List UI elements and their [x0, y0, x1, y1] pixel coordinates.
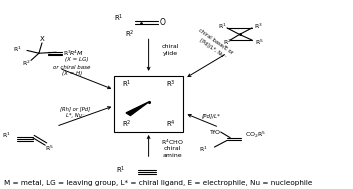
Text: R$^1$: R$^1$: [13, 45, 22, 54]
Text: TfO: TfO: [210, 129, 221, 135]
Text: R$^4$M: R$^4$M: [69, 49, 84, 58]
Text: R$^1$: R$^1$: [114, 13, 124, 24]
Text: R$^4$: R$^4$: [166, 119, 175, 130]
Text: amine: amine: [162, 153, 182, 158]
Text: [Rh] or [Pd]: [Rh] or [Pd]: [60, 106, 90, 111]
Text: O: O: [160, 18, 166, 27]
Text: M = metal, LG = leaving group, L* = chiral ligand, E = electrophile, Nu = nucleo: M = metal, LG = leaving group, L* = chir…: [4, 180, 313, 186]
Text: R$^3$: R$^3$: [166, 79, 175, 90]
Text: R$^3$: R$^3$: [254, 21, 263, 31]
Text: R$^4$CHO: R$^4$CHO: [161, 138, 184, 147]
Text: R$^2$: R$^2$: [223, 37, 231, 47]
Polygon shape: [126, 102, 149, 115]
Text: ylide: ylide: [163, 51, 178, 56]
Text: chiral: chiral: [163, 146, 181, 151]
Text: (X = LG): (X = LG): [65, 57, 88, 62]
Text: (X = H): (X = H): [62, 71, 82, 76]
Bar: [114, 76, 183, 132]
Text: R$^1$: R$^1$: [2, 131, 11, 140]
Text: CO$_2$R$^5$: CO$_2$R$^5$: [245, 130, 266, 140]
Text: R$^2$: R$^2$: [122, 119, 131, 130]
Text: R$^1$: R$^1$: [218, 21, 227, 31]
Text: R$^1$: R$^1$: [122, 79, 131, 90]
Text: R$^1$: R$^1$: [199, 144, 208, 153]
Text: [Pd]/L*, Nu⁻: [Pd]/L*, Nu⁻: [199, 38, 227, 60]
Text: or chiral base: or chiral base: [53, 65, 90, 70]
Text: R$^5$: R$^5$: [256, 37, 264, 47]
Text: L*, Nu⁻: L*, Nu⁻: [66, 113, 84, 118]
Text: R$^1$: R$^1$: [115, 165, 125, 176]
Text: chiral: chiral: [162, 44, 179, 49]
Text: R$^2$: R$^2$: [22, 59, 31, 68]
Text: R$^2$: R$^2$: [125, 29, 134, 40]
Text: X: X: [40, 36, 44, 42]
Text: R$^3$: R$^3$: [63, 49, 71, 58]
Text: [Pd]/L*: [Pd]/L*: [202, 114, 221, 119]
Text: R$^5$: R$^5$: [46, 143, 54, 153]
Text: chiral base/E or: chiral base/E or: [198, 27, 234, 55]
